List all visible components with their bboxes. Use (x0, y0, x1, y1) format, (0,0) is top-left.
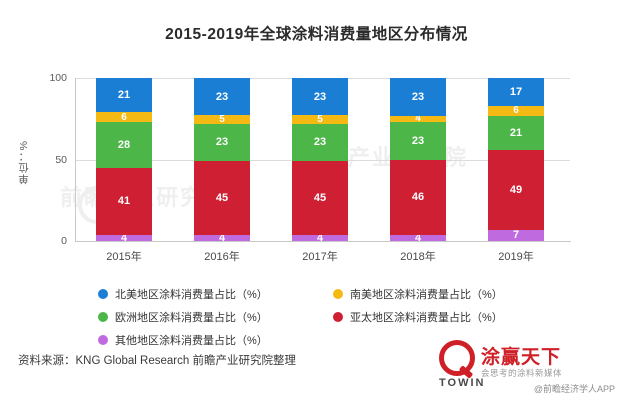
x-tick-2018: 2018年 (400, 251, 436, 263)
segment-north-america-2019: 17 (488, 78, 544, 106)
legend-label-north-america: 北美地区涂料消费量占比（%） (115, 289, 268, 301)
brand-logo-icon (439, 340, 475, 376)
legend-item-north-america[interactable]: 北美地区涂料消费量占比（%） (98, 286, 333, 302)
segment-europe-2019: 21 (488, 115, 544, 150)
brand-block: 涂赢天下 会思考的涂料新媒体 TOWIN @前瞻经济学人APP (431, 338, 621, 398)
legend-item-asia-pacific[interactable]: 亚太地区涂料消费量占比（%） (333, 309, 503, 325)
segment-north-america-2015: 21 (96, 78, 152, 113)
legend-dot-icon-north-america (98, 289, 108, 299)
x-tick-2015: 2015年 (106, 251, 142, 263)
legend-label-asia-pacific: 亚太地区涂料消费量占比（%） (350, 312, 503, 324)
segment-asia-2017: 45 (292, 161, 348, 235)
legend-row-3: 其他地区涂料消费量占比（%） (98, 332, 568, 348)
source-note: 资料来源：KNG Global Research 前瞻产业研究院整理 (18, 355, 296, 367)
y-tick-100: 100 (49, 72, 67, 84)
segment-europe-2018: 23 (390, 122, 446, 160)
legend-dot-icon-other (98, 335, 108, 345)
brand-account: @前瞻经济学人APP (533, 384, 615, 394)
legend-dot-icon-asia-pacific (333, 312, 343, 322)
legend-label-other: 其他地区涂料消费量占比（%） (115, 335, 268, 347)
brand-name: 涂赢天下 (481, 347, 562, 368)
x-tick-2019: 2019年 (498, 251, 534, 263)
segment-asia-2018: 46 (390, 159, 446, 235)
segment-asia-2015: 41 (96, 167, 152, 235)
segment-north-america-2016: 23 (194, 77, 250, 116)
y-tick-0: 0 (61, 235, 67, 247)
segment-other-2018: 4 (390, 232, 446, 244)
y-axis-line (75, 78, 76, 242)
legend-item-europe[interactable]: 欧洲地区涂料消费量占比（%） (98, 309, 333, 325)
segment-other-2015: 4 (96, 232, 152, 244)
chart-legend: 北美地区涂料消费量占比（%） 南美地区涂料消费量占比（%） 欧洲地区涂料消费量占… (98, 286, 568, 355)
segment-asia-2019: 49 (488, 149, 544, 230)
plot-area: 100 50 0 4 41 28 6 21 4 45 23 5 23 4 (49, 72, 571, 263)
legend-dot-icon-europe (98, 312, 108, 322)
page-title: 2015-2019年全球涂料消费量地区分布情况 (165, 26, 468, 43)
segment-south-america-2019: 6 (488, 105, 544, 116)
segment-europe-2016: 23 (194, 123, 250, 162)
segment-south-america-2017: 5 (292, 114, 348, 125)
legend-label-south-america: 南美地区涂料消费量占比（%） (350, 289, 503, 301)
brand-subtitle: 会思考的涂料新媒体 (481, 368, 563, 378)
segment-asia-2016: 45 (194, 161, 250, 235)
legend-item-south-america[interactable]: 南美地区涂料消费量占比（%） (333, 286, 503, 302)
legend-label-europe: 欧洲地区涂料消费量占比（%） (115, 312, 268, 324)
segment-europe-2015: 28 (96, 122, 152, 168)
x-tick-2016: 2016年 (204, 251, 240, 263)
legend-item-other[interactable]: 其他地区涂料消费量占比（%） (98, 332, 333, 348)
segment-north-america-2018: 23 (390, 78, 446, 116)
legend-dot-icon-south-america (333, 289, 343, 299)
x-axis-line (75, 241, 571, 242)
legend-row-1: 北美地区涂料消费量占比（%） 南美地区涂料消费量占比（%） (98, 286, 568, 302)
segment-other-2016: 4 (194, 232, 250, 244)
segment-north-america-2017: 23 (292, 77, 348, 116)
x-tick-2017: 2017年 (302, 251, 338, 263)
legend-row-2: 欧洲地区涂料消费量占比（%） 亚太地区涂料消费量占比（%） (98, 309, 568, 325)
segment-south-america-2016: 5 (194, 114, 250, 125)
bar-series-container: 4 41 28 6 21 4 45 23 5 23 4 45 23 5 23 (76, 77, 570, 244)
segment-other-2019: 7 (488, 229, 544, 241)
segment-south-america-2015: 6 (96, 112, 152, 123)
segment-europe-2017: 23 (292, 123, 348, 162)
brand-latin-name: TOWIN (439, 377, 486, 389)
segment-south-america-2018: 4 (390, 113, 446, 124)
y-tick-50: 50 (55, 153, 67, 166)
segment-other-2017: 4 (292, 232, 348, 244)
